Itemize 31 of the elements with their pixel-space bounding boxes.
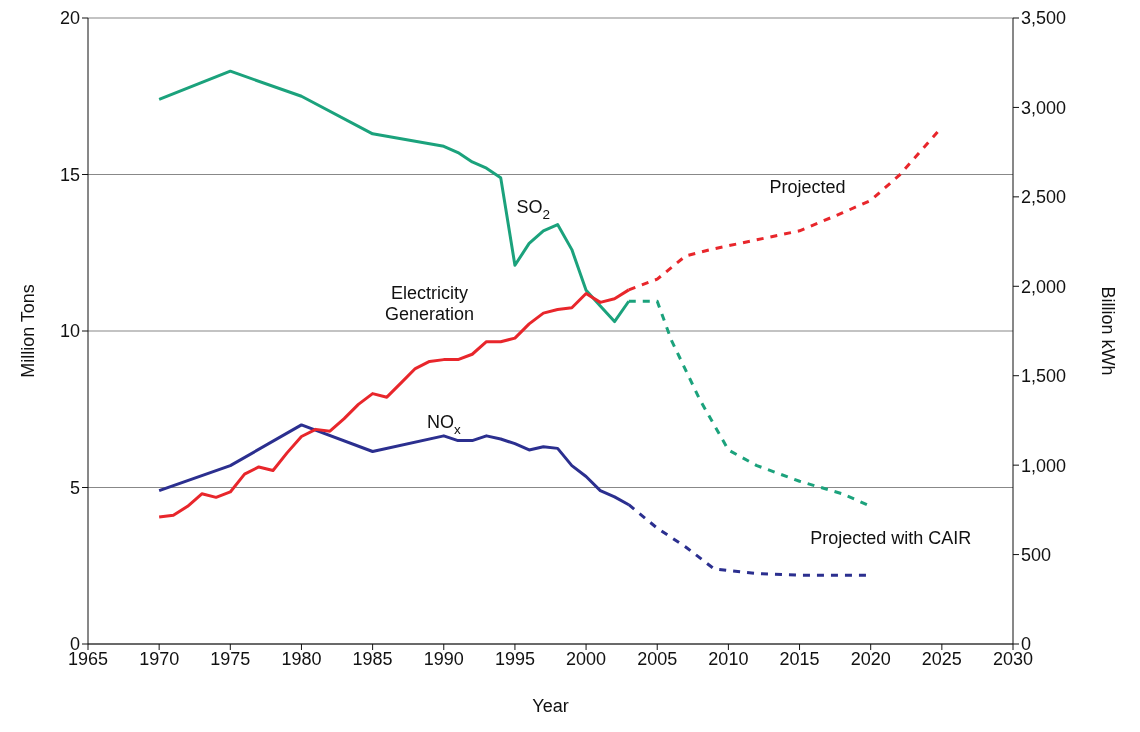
series-label: NO$_{x}$ bbox=[426, 411, 461, 437]
y-tick-label: 20 bbox=[59, 8, 80, 29]
x-tick-label: 2000 bbox=[566, 648, 607, 669]
x-tick-label: 2010 bbox=[708, 648, 749, 669]
x-tick-label: 1985 bbox=[352, 648, 393, 669]
y2-tick-label: 2,500 bbox=[1021, 187, 1067, 208]
y2-tick-label: 500 bbox=[1021, 544, 1052, 565]
x-tick-label: 1980 bbox=[281, 648, 322, 669]
x-tick-label: 2005 bbox=[637, 648, 678, 669]
series-label: Projected bbox=[769, 176, 846, 197]
x-tick-label: 2015 bbox=[779, 648, 820, 669]
x-tick-label: 2020 bbox=[850, 648, 891, 669]
x-tick-label: 1995 bbox=[494, 648, 535, 669]
y2-tick-label: 3,500 bbox=[1021, 8, 1067, 29]
y-tick-label: 5 bbox=[69, 477, 80, 498]
series-label: Electricity Generation bbox=[385, 282, 475, 324]
y-axis-title: Million Tons bbox=[18, 284, 39, 378]
series-label: SO$_{2}$ bbox=[516, 197, 550, 223]
x-tick-label: 1990 bbox=[423, 648, 464, 669]
x-tick-label: 1975 bbox=[210, 648, 251, 669]
y-tick-label: 15 bbox=[59, 164, 80, 185]
x-axis-title: Year bbox=[532, 696, 569, 716]
y2-tick-label: 1,000 bbox=[1021, 455, 1067, 476]
y2-tick-label: 2,000 bbox=[1021, 276, 1067, 297]
x-tick-label: 1970 bbox=[139, 648, 180, 669]
x-tick-label: 2025 bbox=[921, 648, 962, 669]
y2-tick-label: 3,000 bbox=[1021, 97, 1067, 118]
text: Projected with CAIR bbox=[810, 528, 972, 549]
y-tick-label: 10 bbox=[59, 321, 80, 342]
y2-tick-label: 1,500 bbox=[1021, 366, 1067, 387]
y2-axis-title: Billion kWh bbox=[1097, 286, 1118, 376]
